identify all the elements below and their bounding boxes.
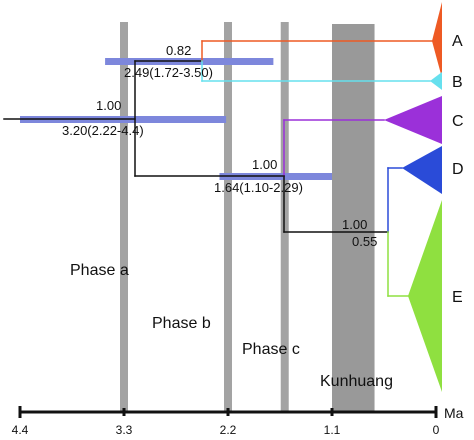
phase-label-b: Phase b bbox=[152, 315, 211, 332]
clade-wedge-a bbox=[432, 2, 442, 78]
axis-tick-2.2 bbox=[226, 408, 230, 416]
tick-label-1.1: 1.1 bbox=[324, 423, 341, 437]
clade-wedge-e bbox=[408, 200, 442, 392]
kunhuang-band bbox=[332, 24, 375, 412]
tick-label-4.4: 4.4 bbox=[12, 423, 29, 437]
tick-label-0: 0 bbox=[433, 423, 440, 437]
axis-tick-1.1 bbox=[330, 408, 334, 416]
axis-tick-0 bbox=[434, 406, 438, 418]
node-age-ab: 2.49(1.72-3.50) bbox=[124, 65, 213, 80]
node-support-ab: 0.82 bbox=[166, 43, 191, 58]
axis-tick-4.4 bbox=[18, 406, 22, 418]
phase-label-c: Phase c bbox=[242, 341, 300, 358]
clade-label-b: B bbox=[452, 74, 463, 91]
tick-label-3.3: 3.3 bbox=[116, 423, 133, 437]
node-age-cde: 1.64(1.10-2.29) bbox=[214, 180, 303, 195]
node-support-root: 1.00 bbox=[96, 98, 121, 113]
clade-label-c: C bbox=[452, 113, 464, 130]
tick-label-2.2: 2.2 bbox=[220, 423, 237, 437]
clade-wedge-b bbox=[430, 72, 442, 90]
phase-label-a: Phase a bbox=[70, 262, 129, 279]
clade-wedge-c bbox=[384, 96, 442, 144]
node-support-cde: 1.00 bbox=[252, 157, 277, 172]
axis-tick-3.3 bbox=[122, 408, 126, 416]
clade-label-e: E bbox=[452, 289, 463, 306]
node-age-root: 3.20(2.22-4.4) bbox=[62, 123, 144, 138]
node-support-de: 1.00 bbox=[342, 217, 367, 232]
time-axis: 4.4 3.3 2.2 1.1 0 Ma bbox=[12, 405, 464, 437]
phase-line-b bbox=[224, 22, 232, 412]
phase-line-a bbox=[120, 22, 128, 412]
clade-wedge-d bbox=[402, 146, 442, 194]
clade-label-a: A bbox=[452, 33, 463, 50]
kunhuang-label: Kunhuang bbox=[320, 373, 393, 390]
axis-unit-label: Ma bbox=[444, 405, 464, 421]
clade-label-d: D bbox=[452, 161, 464, 178]
branches bbox=[3, 40, 433, 297]
node-age-de: 0.55 bbox=[352, 234, 377, 249]
